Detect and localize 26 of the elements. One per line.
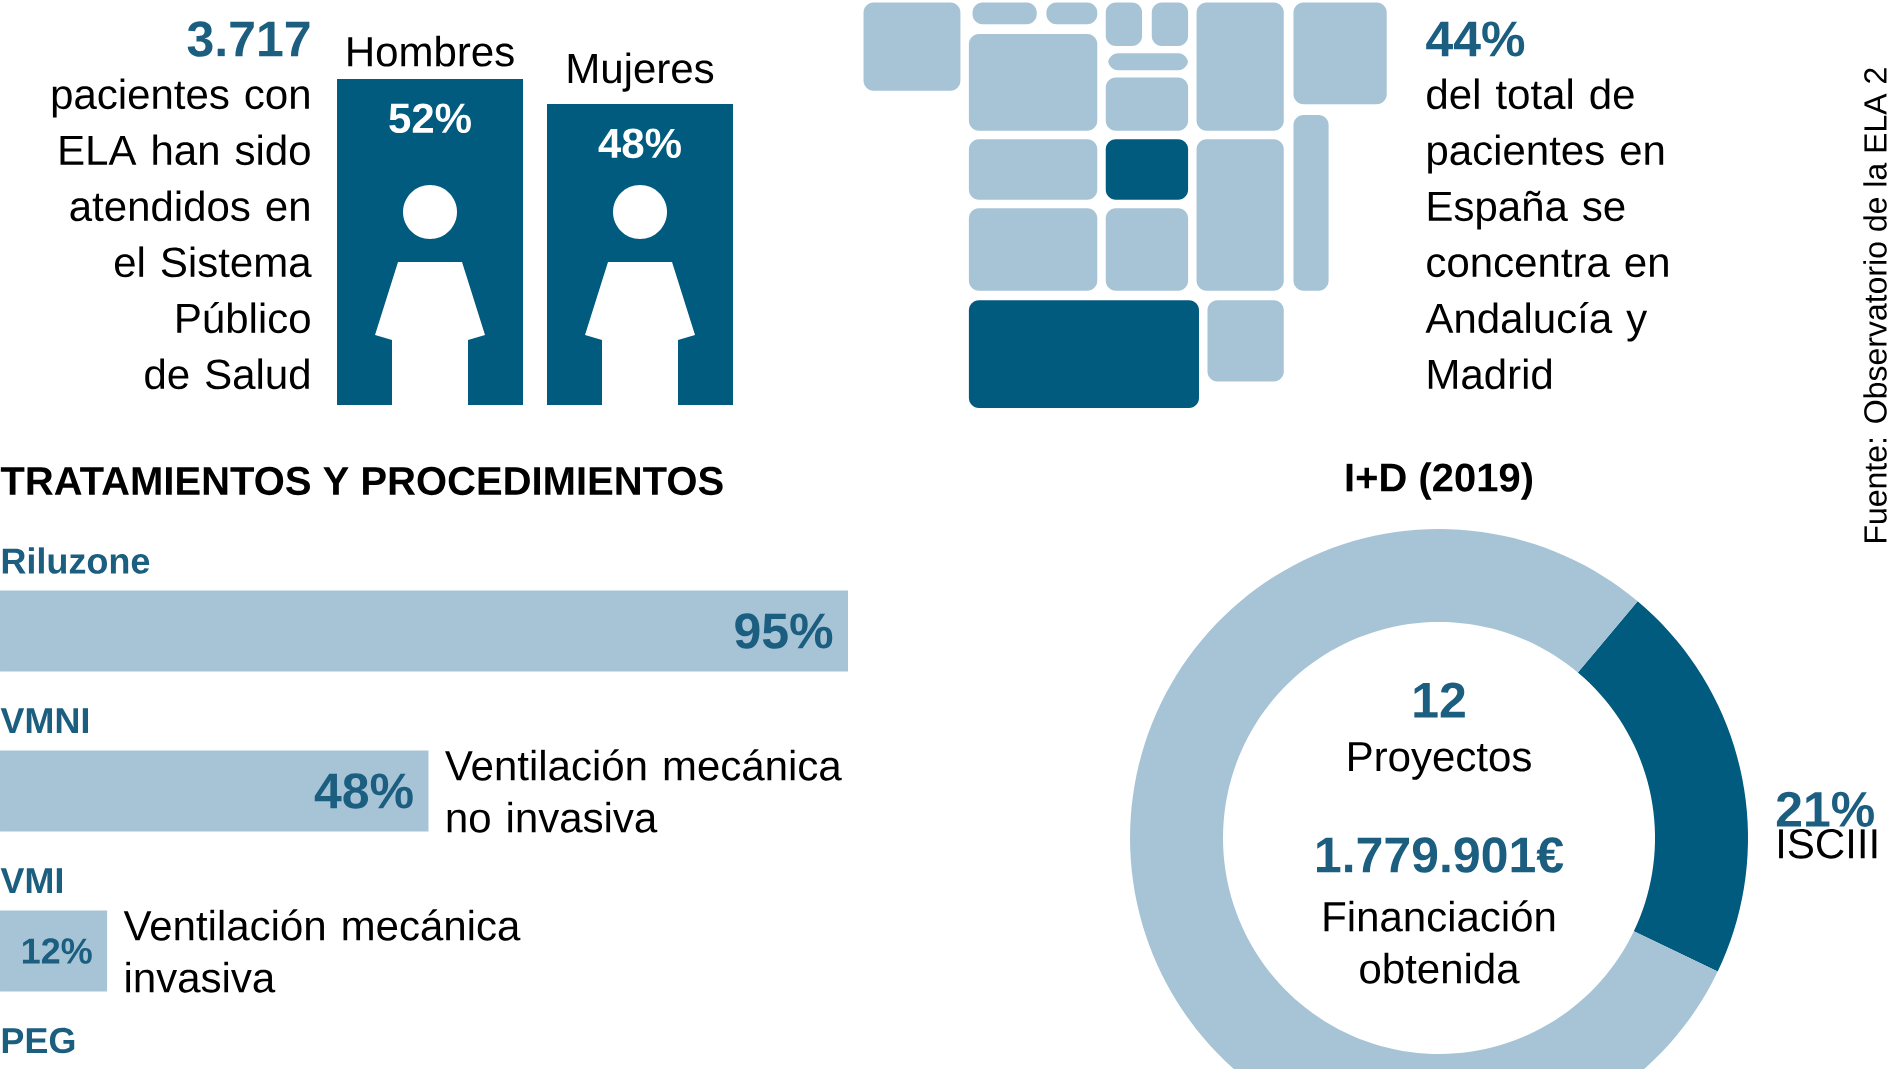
text: Proyectos [1349, 742, 1531, 780]
y-tick-label: VMI [0, 868, 62, 893]
data-label: 12% [22, 938, 92, 964]
y-tick-label: PEG [2, 1027, 75, 1054]
x-tick-label: Mujeres [568, 52, 714, 92]
annotation: Ventilación mecánica invasiva [123, 909, 521, 993]
text: 3.717 [187, 21, 310, 57]
chart-title: TRATAMIENTOS Y PROCEDIMIENTOS [0, 466, 723, 496]
data-label: 21% [1776, 791, 1874, 827]
data-label: 95% [735, 613, 833, 649]
source-note: Fuente: Observatorio de la ELA 2 [1863, 68, 1887, 542]
x-tick-label: Hombres [348, 35, 514, 67]
data-label: 52% [389, 103, 471, 134]
data-label: 48% [314, 773, 413, 809]
data-label: 48% [598, 128, 681, 159]
text: 1.779.901€ [1317, 837, 1564, 873]
text: pacientes con ELA han sido atendidos en el Sistema Público de Salud [52, 78, 312, 390]
text: 12 [1414, 682, 1465, 718]
y-tick-label: Riluzone [2, 547, 150, 574]
chart-title: I+D (2019) [1346, 462, 1533, 500]
y-tick-label: VMNI [0, 708, 88, 733]
text: 44% [1426, 21, 1525, 57]
slice-label: ISCIII [1779, 828, 1877, 859]
text: del total de pacientes en España se concentra en Andalucía y Madrid [1425, 78, 1668, 390]
annotation: Ventilación mecánica no invasiva [445, 749, 842, 833]
text: Financiación obtenida [1324, 900, 1555, 984]
